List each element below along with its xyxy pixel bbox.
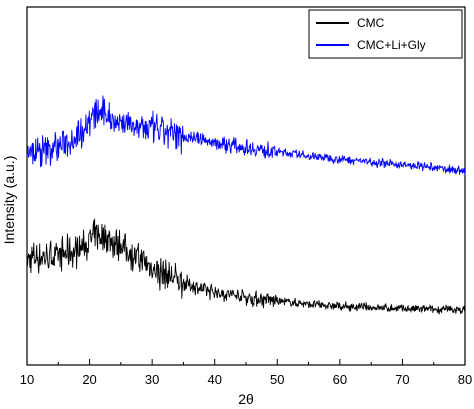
legend: CMC CMC+Li+Gly	[308, 9, 463, 59]
series-line-cmc	[26, 218, 466, 315]
legend-box	[308, 9, 463, 59]
x-tick-label-10: 10	[20, 372, 34, 387]
x-tick-label-50: 50	[270, 372, 284, 387]
series-layer	[26, 95, 466, 315]
y-axis-label: Intensity (a.u.)	[1, 156, 17, 245]
x-tick-label-20: 20	[82, 372, 96, 387]
x-tick-label-70: 70	[395, 372, 409, 387]
x-tick-label-30: 30	[145, 372, 159, 387]
x-axis-ticks: 10 20 30 40 50 60 70 80	[20, 359, 472, 387]
series-line-cmc-li-gly	[26, 95, 466, 176]
legend-label-cmc-li-gly: CMC+Li+Gly	[357, 38, 426, 52]
x-tick-label-40: 40	[207, 372, 221, 387]
x-axis-label: 2θ	[238, 391, 254, 407]
plot-frame	[26, 6, 466, 366]
x-tick-label-60: 60	[333, 372, 347, 387]
legend-label-cmc: CMC	[357, 16, 385, 30]
x-tick-label-80: 80	[458, 372, 472, 387]
